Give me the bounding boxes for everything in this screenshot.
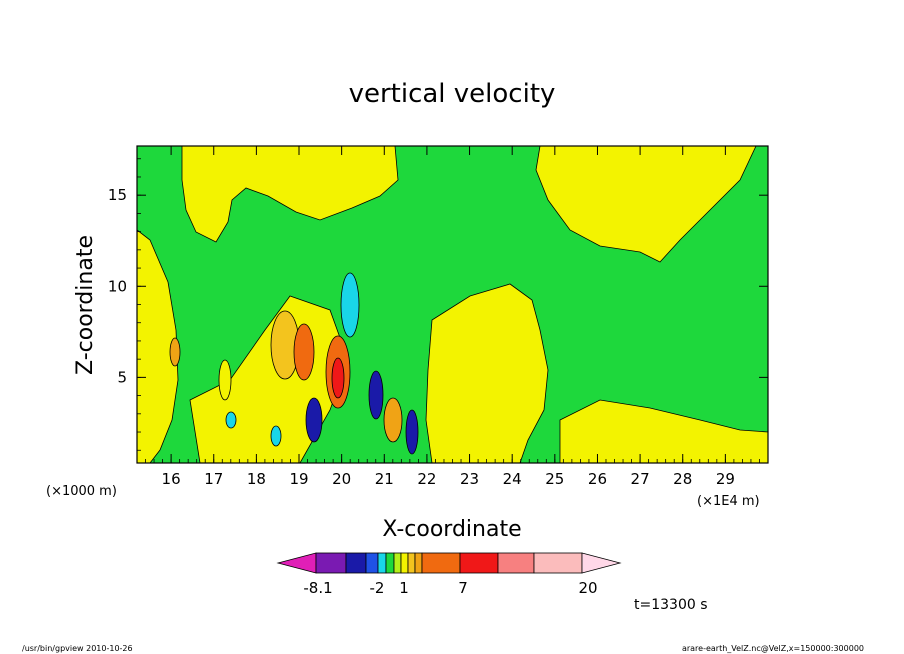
- colorbar-tick-labels: -8.1 -2 1 7 20: [303, 579, 597, 597]
- x-tick-label: 16: [162, 470, 181, 488]
- colorbar-right-triangle: [581, 552, 622, 574]
- x-axis-ticks: 16 17 18 19 20 21 22 23 24 25 26 27 28 29: [136, 146, 769, 488]
- colorbar-tick-label: -8.1: [303, 579, 332, 597]
- colorbar-swatch: [345, 552, 367, 574]
- colorbar-tick-label: 7: [458, 579, 468, 597]
- y-tick-label: 10: [108, 277, 127, 295]
- time-label: t=13300 s: [634, 597, 708, 613]
- dark-blue-cell: [368, 370, 384, 420]
- x-unit-right: (×1E4 m): [697, 494, 760, 509]
- colorbar-swatch: [315, 552, 347, 574]
- contour-field: [137, 146, 768, 463]
- x-tick-label: 19: [289, 470, 308, 488]
- x-tick-label: 17: [204, 470, 223, 488]
- yellow-cell-d: [218, 359, 232, 401]
- x-tick-label: 25: [545, 470, 564, 488]
- colorbar-swatch: [533, 552, 583, 574]
- colorbar: [276, 552, 622, 574]
- y-axis-ticks: 5 10 15: [108, 158, 768, 451]
- upper-right-region: [535, 146, 757, 263]
- footer-right: arare-earth_VelZ.nc@VelZ,x=150000:300000: [682, 644, 864, 653]
- central-region: [425, 283, 549, 463]
- colorbar-swatch: [497, 552, 535, 574]
- colorbar-tick-label: -2: [370, 579, 385, 597]
- colorbar-swatch: [421, 552, 461, 574]
- colorbar-swatch: [365, 552, 379, 574]
- colorbar-swatch: [393, 552, 402, 574]
- x-tick-label: 21: [375, 470, 394, 488]
- colorbar-swatch: [459, 552, 499, 574]
- colorbar-swatch: [414, 552, 423, 574]
- x-axis-label: X-coordinate: [382, 517, 521, 542]
- x-tick-label: 28: [673, 470, 692, 488]
- orange-cell-b: [383, 397, 403, 443]
- colorbar-tick-label: 1: [399, 579, 409, 597]
- x-tick-label: 26: [588, 470, 607, 488]
- colorbar-swatch: [377, 552, 387, 574]
- colorbar-tick-label: 20: [578, 579, 597, 597]
- chart-title: vertical velocity: [349, 79, 556, 109]
- colorbar-left-triangle: [276, 552, 317, 574]
- x-tick-label: 23: [460, 470, 479, 488]
- colorbar-swatch: [400, 552, 409, 574]
- y-tick-label: 5: [117, 368, 127, 386]
- dark-red-cell: [405, 409, 419, 455]
- x-tick-label: 18: [247, 470, 266, 488]
- footer-left: /usr/bin/gpview 2010-10-26: [22, 644, 133, 653]
- x-unit-left: (×1000 m): [46, 484, 117, 499]
- cyan-cell: [340, 272, 360, 338]
- lower-right-region: [559, 399, 768, 463]
- red-orange-cell-a: [293, 323, 315, 381]
- upper-left-region: [181, 146, 399, 243]
- orange-cell-c: [169, 337, 181, 367]
- blue-cell: [305, 397, 323, 443]
- left-lower-region: [137, 229, 179, 463]
- colorbar-swatch: [407, 552, 416, 574]
- x-tick-label: 29: [716, 470, 735, 488]
- x-tick-label: 27: [631, 470, 650, 488]
- x-tick-label: 22: [417, 470, 436, 488]
- cyan-cell-b: [225, 411, 237, 429]
- x-tick-label: 20: [332, 470, 351, 488]
- x-tick-label: 24: [503, 470, 522, 488]
- y-axis-label: Z-coordinate: [73, 235, 98, 375]
- colorbar-swatch: [385, 552, 395, 574]
- y-tick-label: 15: [108, 186, 127, 204]
- cyan-cell-c: [270, 425, 282, 447]
- red-core-cell: [331, 357, 345, 399]
